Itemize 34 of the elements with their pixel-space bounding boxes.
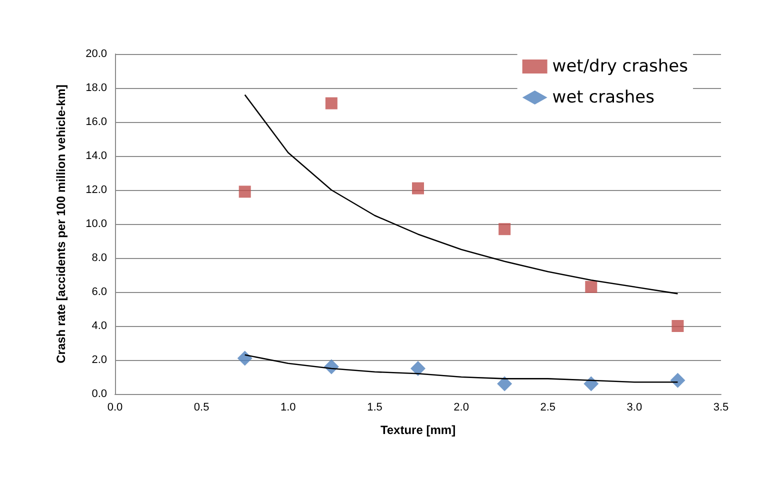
y-tick-label: 8.0 — [92, 252, 107, 264]
point — [498, 223, 511, 236]
y-tick-label: 16.0 — [86, 116, 107, 128]
point — [412, 182, 424, 194]
x-tick-label: 2.5 — [540, 402, 556, 414]
point — [237, 350, 252, 366]
y-axis-title: Crash rate [accidents per 100 million vehicle-km] — [54, 84, 68, 364]
y-tick-label: 18.0 — [86, 82, 107, 94]
point — [410, 361, 426, 376]
point — [584, 376, 599, 392]
x-tick-label: 1.0 — [280, 402, 296, 414]
point — [585, 280, 598, 293]
x-tick-label: 3.5 — [713, 402, 729, 414]
point — [497, 376, 512, 392]
point — [238, 186, 251, 198]
legend-label: wet/dry crashes — [552, 56, 688, 76]
x-tick-label: 0.0 — [107, 402, 123, 414]
y-tick-label: 0.0 — [92, 388, 107, 400]
point — [670, 372, 686, 388]
x-axis-title: Texture [mm] — [380, 423, 456, 437]
x-tick-label: 2.0 — [454, 402, 469, 414]
x-tick-label: 0.5 — [194, 402, 210, 414]
x-tick-label: 1.5 — [367, 402, 382, 414]
x-tick-label: 3.0 — [626, 402, 642, 414]
point — [672, 320, 684, 332]
y-tick-label: 12.0 — [86, 184, 107, 196]
y-tick-label: 10.0 — [86, 218, 107, 230]
y-tick-label: 20.0 — [86, 48, 107, 60]
y-tick-label: 14.0 — [86, 150, 107, 162]
y-tick-label: 6.0 — [92, 286, 107, 298]
legend-label: wet crashes — [552, 88, 655, 108]
y-tick-label: 2.0 — [92, 354, 107, 366]
y-tick-label: 4.0 — [92, 320, 107, 332]
point — [325, 97, 338, 110]
